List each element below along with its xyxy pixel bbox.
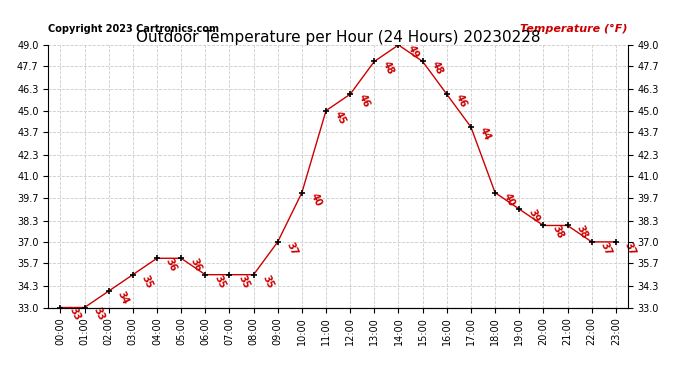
Text: 44: 44	[478, 126, 493, 142]
Text: 39: 39	[526, 208, 541, 224]
Text: 36: 36	[164, 257, 179, 273]
Text: 48: 48	[382, 60, 396, 76]
Text: 49: 49	[406, 44, 420, 60]
Text: 37: 37	[623, 240, 638, 257]
Text: 37: 37	[599, 240, 613, 257]
Text: 46: 46	[357, 93, 372, 109]
Text: 40: 40	[309, 191, 324, 208]
Text: 35: 35	[140, 273, 155, 290]
Text: Temperature (°F): Temperature (°F)	[520, 24, 628, 34]
Text: 35: 35	[261, 273, 275, 290]
Text: 38: 38	[575, 224, 589, 241]
Text: 38: 38	[551, 224, 565, 241]
Text: 36: 36	[188, 257, 203, 273]
Text: 48: 48	[430, 60, 444, 76]
Text: 35: 35	[237, 273, 251, 290]
Text: 37: 37	[285, 240, 299, 257]
Text: 45: 45	[333, 109, 348, 126]
Text: 33: 33	[68, 306, 82, 322]
Text: 34: 34	[116, 290, 130, 306]
Text: 46: 46	[454, 93, 469, 109]
Text: 35: 35	[213, 273, 227, 290]
Title: Outdoor Temperature per Hour (24 Hours) 20230228: Outdoor Temperature per Hour (24 Hours) …	[136, 30, 540, 45]
Text: 40: 40	[502, 191, 517, 208]
Text: Copyright 2023 Cartronics.com: Copyright 2023 Cartronics.com	[48, 24, 219, 34]
Text: 33: 33	[92, 306, 106, 322]
